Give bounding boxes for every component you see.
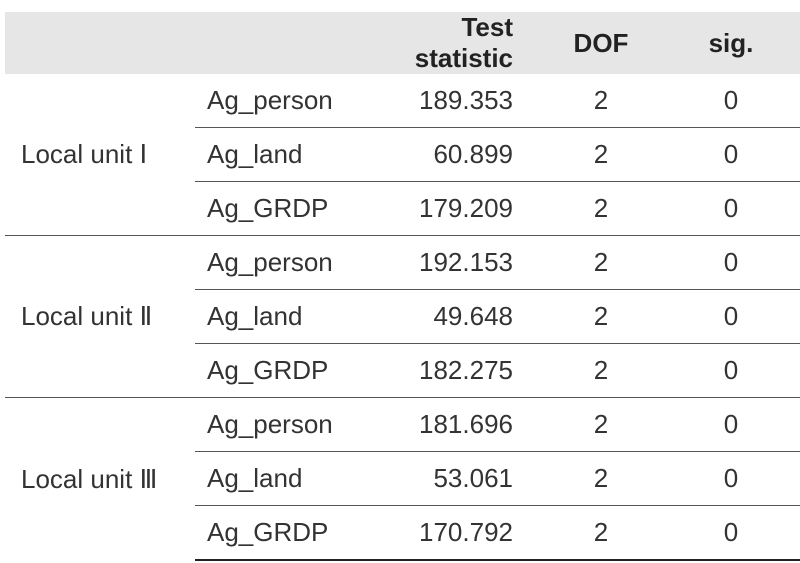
statistic-cell: 192.153 <box>365 235 555 290</box>
dof-cell: 2 <box>593 85 609 115</box>
sig-cell: 0 <box>672 451 800 506</box>
variable-cell: Ag_land <box>195 289 365 344</box>
sig-cell: 0 <box>672 181 800 236</box>
statistic-cell: 49.648 <box>365 289 555 344</box>
sig-cell: 0 <box>672 235 800 290</box>
table-body: Local unit Ⅰ Ag_person 189.353 2 0 Ag_la… <box>5 74 800 561</box>
variable-cell: Ag_person <box>207 85 333 115</box>
table-header: Test statistic DOF sig. <box>5 12 800 74</box>
variable-cell: Ag_land <box>195 451 365 506</box>
dof-cell: 2 <box>555 289 672 344</box>
dof-cell: 2 <box>555 451 672 506</box>
statistic-cell: 53.061 <box>365 451 555 506</box>
header-sig: sig. <box>708 27 754 58</box>
group-label: Local unit Ⅱ <box>5 235 195 398</box>
variable-cell: Ag_person <box>195 235 365 290</box>
table-row: Local unit Ⅱ Ag_person 192.153 2 0 <box>5 235 800 398</box>
header-row: Test statistic DOF sig. <box>5 12 800 74</box>
table-row: Local unit Ⅲ Ag_person 181.696 2 0 <box>5 397 800 560</box>
variable-cell: Ag_GRDP <box>195 343 365 398</box>
header-dof: DOF <box>573 27 629 58</box>
sig-cell: 0 <box>672 505 800 561</box>
statistic-cell: 189.353 <box>419 85 513 115</box>
header-variable <box>195 12 365 74</box>
variable-cell: Ag_GRDP <box>195 505 365 561</box>
table-row: Ag_land 49.648 2 0 <box>5 289 800 344</box>
dof-cell: 2 <box>555 235 672 290</box>
sig-cell: 0 <box>672 397 800 452</box>
variable-cell: Ag_GRDP <box>195 181 365 236</box>
sig-cell: 0 <box>723 85 739 115</box>
table-row: Ag_land 53.061 2 0 <box>5 451 800 506</box>
dof-cell: 2 <box>555 181 672 236</box>
statistic-cell: 179.209 <box>365 181 555 236</box>
statistic-cell: 170.792 <box>365 505 555 561</box>
variable-cell: Ag_land <box>195 127 365 182</box>
variable-cell: Ag_person <box>195 397 365 452</box>
table-row: Ag_GRDP 179.209 2 0 <box>5 181 800 236</box>
statistic-cell: 181.696 <box>365 397 555 452</box>
sig-cell: 0 <box>672 127 800 182</box>
dof-cell: 2 <box>555 397 672 452</box>
table-row: Local unit Ⅰ Ag_person 189.353 2 0 <box>5 74 800 169</box>
dof-cell: 2 <box>555 127 672 182</box>
sig-cell: 0 <box>672 343 800 398</box>
header-unit <box>5 12 195 74</box>
sig-cell: 0 <box>672 289 800 344</box>
table-row: Ag_GRDP 170.792 2 0 <box>5 505 800 561</box>
table-row: Ag_GRDP 182.275 2 0 <box>5 343 800 398</box>
group-label: Local unit Ⅰ <box>21 139 148 169</box>
dof-cell: 2 <box>555 343 672 398</box>
group-label: Local unit Ⅲ <box>5 397 195 560</box>
dof-cell: 2 <box>555 505 672 561</box>
header-test-statistic: Test statistic <box>414 12 513 73</box>
table-row: Ag_land 60.899 2 0 <box>5 127 800 182</box>
statistic-cell: 60.899 <box>365 127 555 182</box>
statistics-table: Test statistic DOF sig. Local unit Ⅰ Ag_… <box>5 12 800 561</box>
statistic-cell: 182.275 <box>365 343 555 398</box>
